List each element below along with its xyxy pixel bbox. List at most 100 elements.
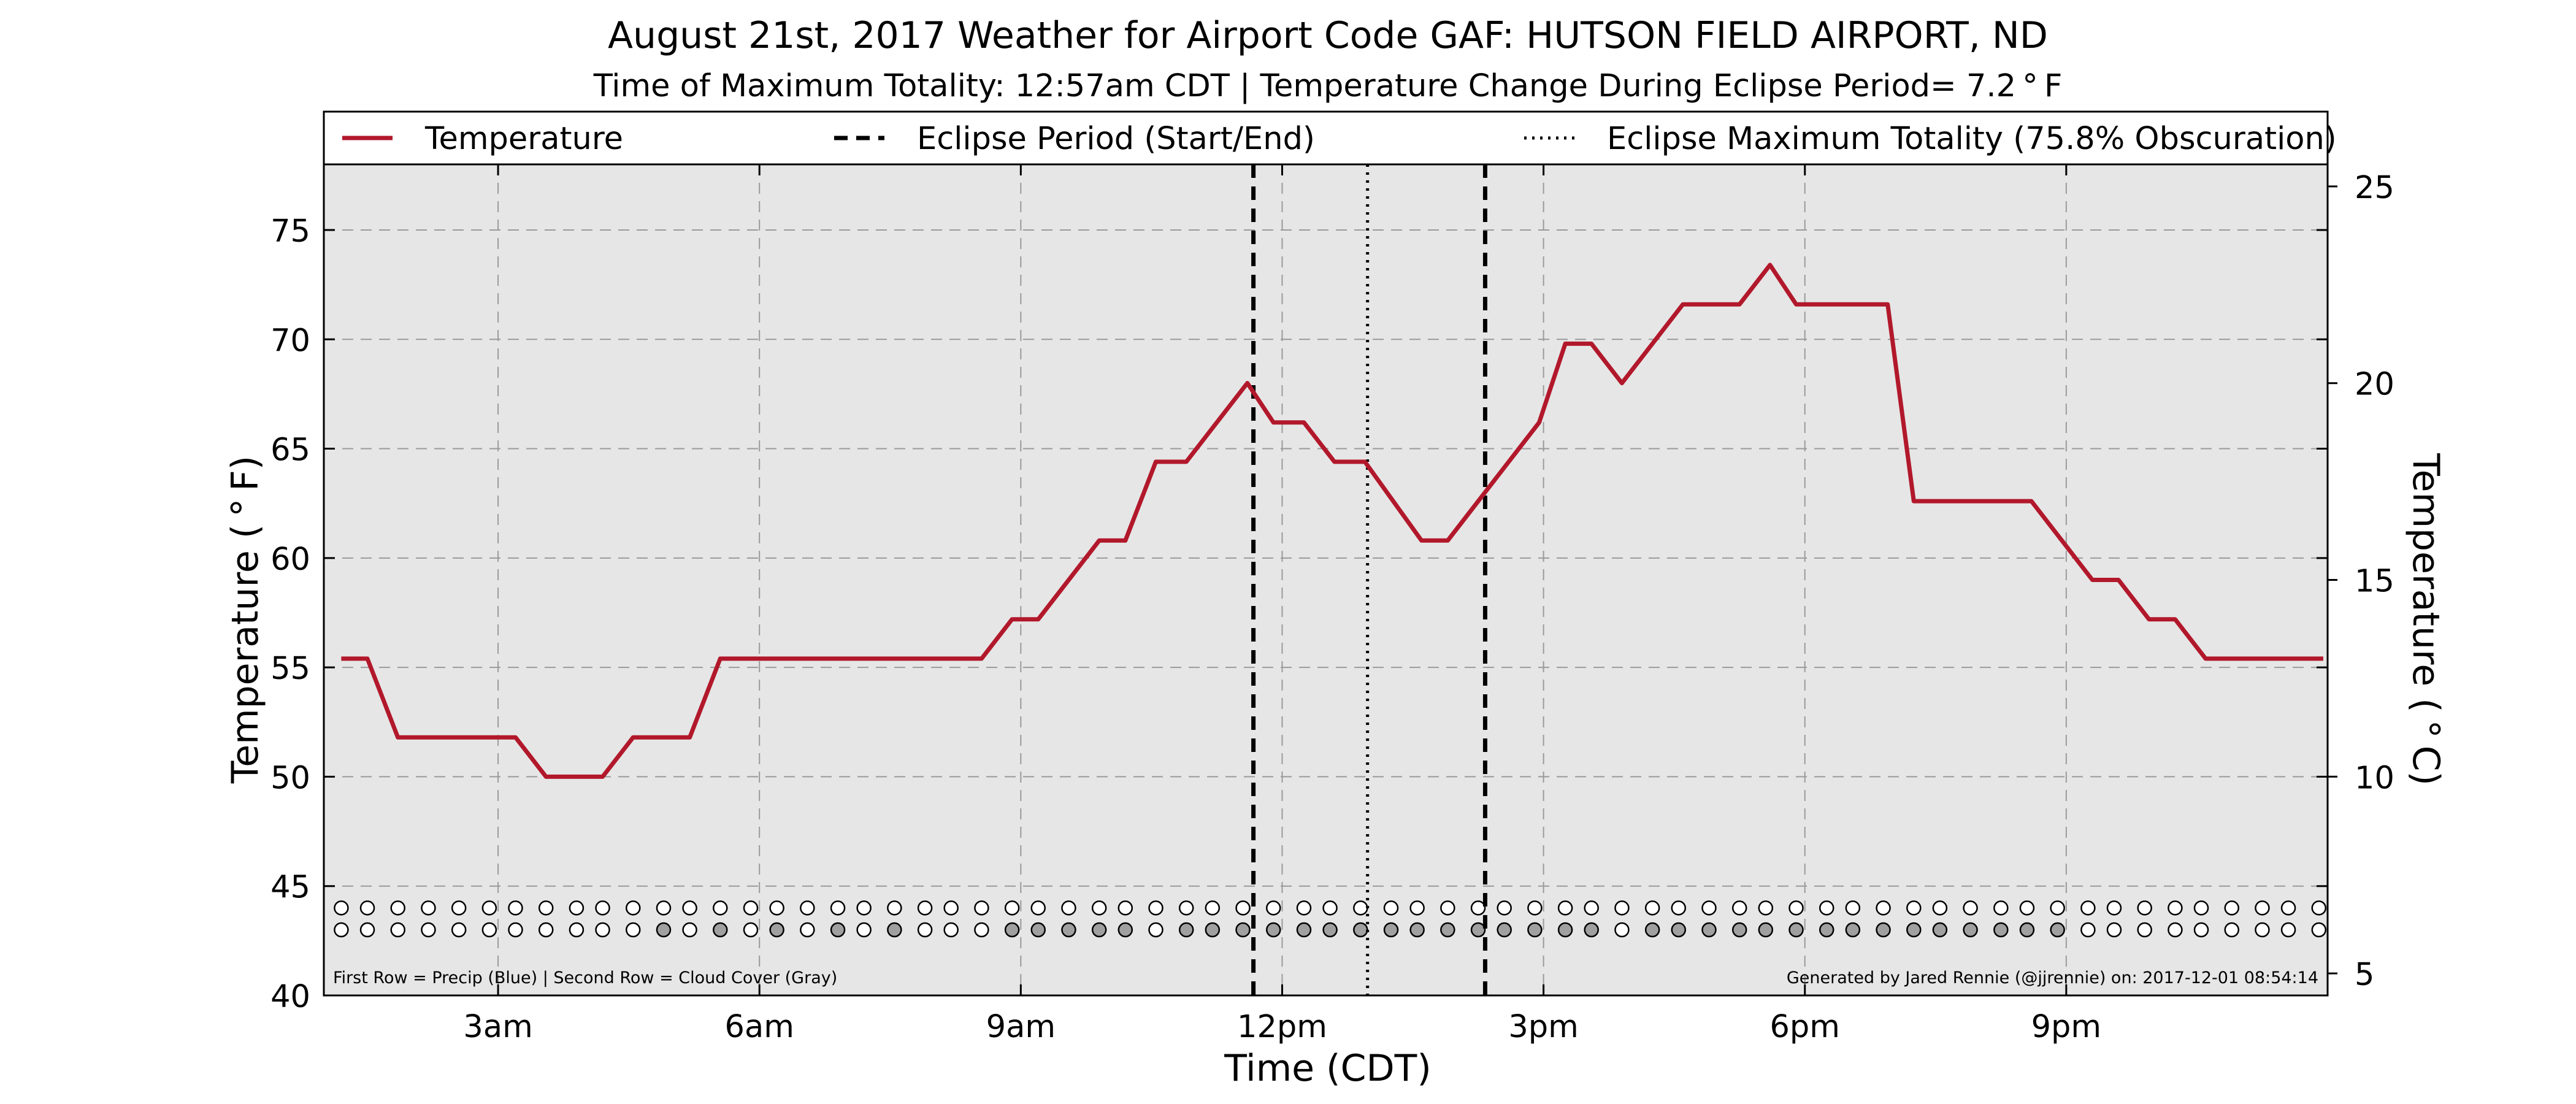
- precip-dot: [2050, 900, 2065, 916]
- precip-dot: [1701, 900, 1717, 916]
- cloud-cover-dot: [2224, 922, 2240, 938]
- precip-dot: [1819, 900, 1834, 916]
- precip-dot: [1557, 900, 1573, 916]
- plot-background: [324, 164, 2328, 995]
- precip-dot: [1178, 900, 1194, 916]
- precip-dot: [943, 900, 959, 916]
- cloud-cover-dot: [1701, 922, 1717, 938]
- precip-dot: [2080, 900, 2096, 916]
- x-tick-label: 12pm: [1237, 1009, 1327, 1045]
- precip-dot: [1353, 900, 1368, 916]
- x-tick-label: 3am: [463, 1009, 532, 1045]
- cloud-cover-dot: [1819, 922, 1834, 938]
- precip-dot: [1322, 900, 1338, 916]
- precip-dot: [974, 900, 989, 916]
- cloud-precip-note: First Row = Precip (Blue) | Second Row =…: [333, 968, 837, 987]
- cloud-cover-dot: [1322, 922, 1338, 938]
- precip-dot: [769, 900, 784, 916]
- cloud-cover-dot: [1644, 922, 1660, 938]
- y-right-tick-label: 25: [2355, 170, 2394, 206]
- precip-dot: [1061, 900, 1076, 916]
- precip-dot: [1671, 900, 1687, 916]
- cloud-cover-dot: [1030, 922, 1046, 938]
- cloud-cover-dot: [626, 922, 641, 938]
- y-tick-label: 45: [270, 870, 310, 906]
- cloud-cover-dot: [1409, 922, 1425, 938]
- precip-dot: [1497, 900, 1512, 916]
- cloud-cover-dot: [682, 922, 697, 938]
- cloud-cover-dot: [2050, 922, 2065, 938]
- y-tick-label: 70: [270, 323, 310, 359]
- precip-dot: [1731, 900, 1747, 916]
- generated-by-note: Generated by Jared Rennie (@jjrennie) on…: [1787, 968, 2318, 987]
- cloud-cover-dot: [2255, 922, 2270, 938]
- precip-dot: [2255, 900, 2270, 916]
- cloud-cover-dot: [2168, 922, 2183, 938]
- cloud-cover-dot: [1557, 922, 1573, 938]
- x-tick-label: 9am: [986, 1009, 1056, 1045]
- cloud-cover-dot: [1584, 922, 1599, 938]
- cloud-cover-dot: [359, 922, 375, 938]
- cloud-cover-dot: [2137, 922, 2152, 938]
- precip-dot: [1004, 900, 1020, 916]
- precip-dot: [1993, 900, 2009, 916]
- x-tick-label: 9pm: [2031, 1009, 2102, 1045]
- cloud-cover-dot: [1117, 922, 1133, 938]
- cloud-cover-dot: [713, 922, 728, 938]
- precip-dot: [1527, 900, 1543, 916]
- cloud-cover-dot: [1906, 922, 1922, 938]
- precip-dot: [1409, 900, 1425, 916]
- precip-dot: [2193, 900, 2209, 916]
- cloud-cover-dot: [569, 922, 585, 938]
- precip-dot: [390, 900, 405, 916]
- cloud-cover-dot: [1470, 922, 1486, 938]
- y-tick-label: 55: [270, 651, 310, 687]
- cloud-cover-dot: [390, 922, 405, 938]
- precip-dot: [2280, 900, 2296, 916]
- cloud-cover-dot: [1061, 922, 1076, 938]
- cloud-cover-dot: [1788, 922, 1804, 938]
- cloud-cover-dot: [1614, 922, 1630, 938]
- x-tick-label: 6pm: [1769, 1009, 1840, 1045]
- cloud-cover-dot: [421, 922, 436, 938]
- legend-box: [323, 110, 2329, 166]
- cloud-cover-dot: [1527, 922, 1543, 938]
- legend-label-1: Temperature: [424, 121, 623, 157]
- cloud-cover-dot: [2193, 922, 2209, 938]
- cloud-cover-dot: [917, 922, 933, 938]
- cloud-cover-dot: [1205, 922, 1221, 938]
- precip-dot: [1117, 900, 1133, 916]
- precip-dot: [1030, 900, 1046, 916]
- precip-dot: [2168, 900, 2183, 916]
- precip-dot: [656, 900, 672, 916]
- x-tick-label: 6am: [725, 1009, 794, 1045]
- precip-dot: [451, 900, 467, 916]
- precip-dot: [1205, 900, 1221, 916]
- precip-dot: [682, 900, 697, 916]
- cloud-cover-dot: [1671, 922, 1687, 938]
- cloud-cover-dot: [1497, 922, 1512, 938]
- legend-label-2: Eclipse Period (Start/End): [917, 121, 1315, 157]
- precip-dot: [1296, 900, 1312, 916]
- precip-dot: [743, 900, 759, 916]
- precip-dot: [2224, 900, 2240, 916]
- cloud-cover-dot: [1758, 922, 1774, 938]
- cloud-cover-dot: [538, 922, 554, 938]
- y-right-tick-label: 15: [2355, 564, 2394, 600]
- cloud-cover-dot: [743, 922, 759, 938]
- cloud-cover-dot: [1440, 922, 1455, 938]
- cloud-cover-dot: [1266, 922, 1281, 938]
- precip-dot: [1906, 900, 1922, 916]
- precip-dot: [1470, 900, 1486, 916]
- cloud-cover-dot: [2311, 922, 2327, 938]
- precip-dot: [1383, 900, 1399, 916]
- precip-dot: [2311, 900, 2327, 916]
- cloud-cover-dot: [2280, 922, 2296, 938]
- cloud-cover-dot: [2106, 922, 2122, 938]
- cloud-cover-dot: [800, 922, 815, 938]
- cloud-cover-dot: [656, 922, 672, 938]
- cloud-cover-dot: [1148, 922, 1163, 938]
- cloud-cover-dot: [2080, 922, 2096, 938]
- cloud-cover-dot: [974, 922, 989, 938]
